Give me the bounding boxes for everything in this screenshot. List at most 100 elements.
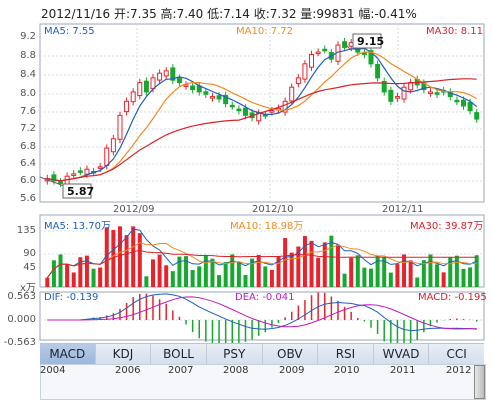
volume-bar [230,254,235,287]
timeline-year-label: 2009 [279,365,305,376]
candle [401,86,407,100]
volume-bar [375,255,380,287]
y-tick-label: 9.2 [20,31,36,42]
volume-bar [197,266,202,287]
volume-bar [421,260,426,287]
candle [124,100,130,113]
volume-unit: x万 [20,283,36,294]
y-tick-label: 0.000 [7,314,36,325]
candle [51,174,57,182]
candle [223,94,229,105]
candle [388,89,394,102]
candle [269,110,275,113]
y-tick-label: 8.8 [20,50,36,61]
candle [84,168,90,175]
volume-bar [184,256,189,287]
volume-bar [223,262,228,287]
volume-bar [256,254,261,287]
candle [315,51,321,55]
candle [203,91,209,95]
volume-bar [296,246,301,287]
dea-label: DEA: -0.041 [235,292,295,303]
timeline-year-label: 2010 [334,365,360,376]
volume-bar [190,270,195,287]
y-tick-label: 8.0 [20,88,36,99]
y-tick-label: 90 [23,248,36,259]
candle [322,48,328,52]
tab-rsi[interactable]: RSI [318,344,374,364]
tab-obv[interactable]: OBV [263,344,319,364]
y-tick-label: 5.6 [20,193,36,204]
volume-bar [84,255,89,287]
timeline-scrubber[interactable] [40,364,486,400]
volume-bar [177,256,182,287]
candle [163,70,169,77]
tab-wvad[interactable]: WVAD [374,344,430,364]
volume-bar [203,254,208,287]
volume-bar [45,277,50,287]
volume-bar [362,267,367,287]
volume-bar [157,254,162,287]
ma30-line [47,78,477,182]
volume-bar [408,260,413,287]
y-tick-label: 0.563 [7,291,36,302]
volume-bar [428,254,433,287]
volume-bar [382,257,387,287]
candle [342,41,348,48]
volume-bar [104,227,109,287]
ma5-label: MA5: 7.55 [44,26,95,37]
volume-bar [98,267,103,287]
ma30-label: MA30: 8.11 [426,26,484,37]
volume-bar [441,272,446,287]
volume-bar [316,257,321,287]
tab-cci[interactable]: CCI [446,347,467,361]
dea-line [47,296,477,330]
volume-bar [369,268,373,287]
volume-bar [342,273,347,287]
y-tick-label: 135 [16,225,36,236]
ma10-label: MA10: 7.72 [236,26,294,37]
x-tick-label: 2012/10 [252,204,294,215]
vol-ma10-line [46,242,477,279]
high-callout: 9.15 [357,35,385,48]
volume-bar [65,264,70,287]
candle [170,67,176,81]
candle [130,91,136,103]
tab-boll[interactable]: BOLL [151,344,207,364]
timeline-year-label: 2011 [390,365,416,376]
candle [157,72,163,81]
tab-psy[interactable]: PSY [207,344,263,364]
candle [97,166,103,169]
tab-kdj[interactable]: KDJ [96,344,152,364]
candle [216,95,222,100]
y-tick-label: 7.2 [20,123,36,134]
volume-bar [151,259,155,287]
volume-bar [117,226,122,287]
volume-bar [448,257,453,287]
candle [58,181,64,184]
candle [368,50,374,65]
tab-macd[interactable]: MACD [40,344,96,364]
volume-bar [170,271,175,287]
volume-bar [395,264,400,287]
candle [236,108,242,112]
vol-ma30-line [46,249,477,279]
candle [190,85,196,91]
volume-bar [276,256,281,287]
volume-bar [402,254,407,287]
timeline-year-label: 2006 [115,365,141,376]
volume-bar [71,272,76,287]
volume-bar [91,268,96,287]
candle [104,147,110,166]
timeline-handle[interactable] [474,365,485,399]
volume-bar [124,235,129,287]
candle [289,86,295,102]
y-tick-label: 7.6 [20,106,36,117]
volume-bar [51,260,56,287]
candle [302,63,308,80]
candle [467,102,473,112]
y-tick-label: 6.8 [20,141,36,152]
volume-bar [217,275,222,287]
volume-bar [210,258,215,287]
candle [110,138,116,153]
